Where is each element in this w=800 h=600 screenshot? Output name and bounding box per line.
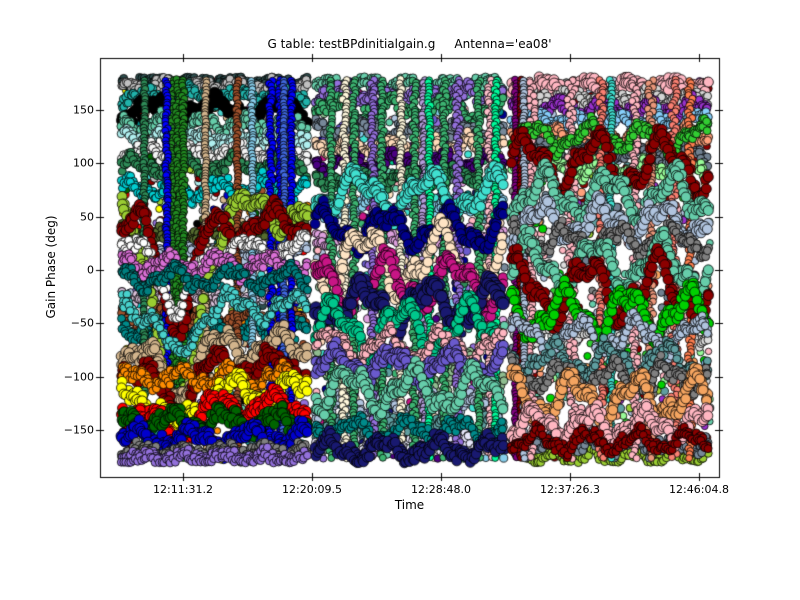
- x-tick-label: 12:46:04.8: [669, 483, 729, 496]
- y-tick-label: −100: [63, 370, 94, 384]
- x-axis-label: Time: [394, 498, 425, 512]
- x-tick-label: 12:37:26.3: [540, 483, 600, 496]
- x-tick-label: 12:20:09.5: [282, 483, 342, 496]
- y-tick-label: −150: [63, 423, 94, 437]
- x-tick-label: 12:28:48.0: [411, 483, 471, 496]
- y-tick-label: 150: [73, 103, 94, 117]
- y-tick-label: 50: [80, 210, 94, 224]
- y-tick-label: 0: [87, 263, 94, 277]
- x-tick-label: 12:11:31.2: [153, 483, 213, 496]
- y-tick-label: 100: [73, 156, 94, 170]
- y-tick-label: −50: [70, 316, 94, 330]
- chart-title: G table: testBPdinitialgain.g Antenna='e…: [267, 37, 552, 51]
